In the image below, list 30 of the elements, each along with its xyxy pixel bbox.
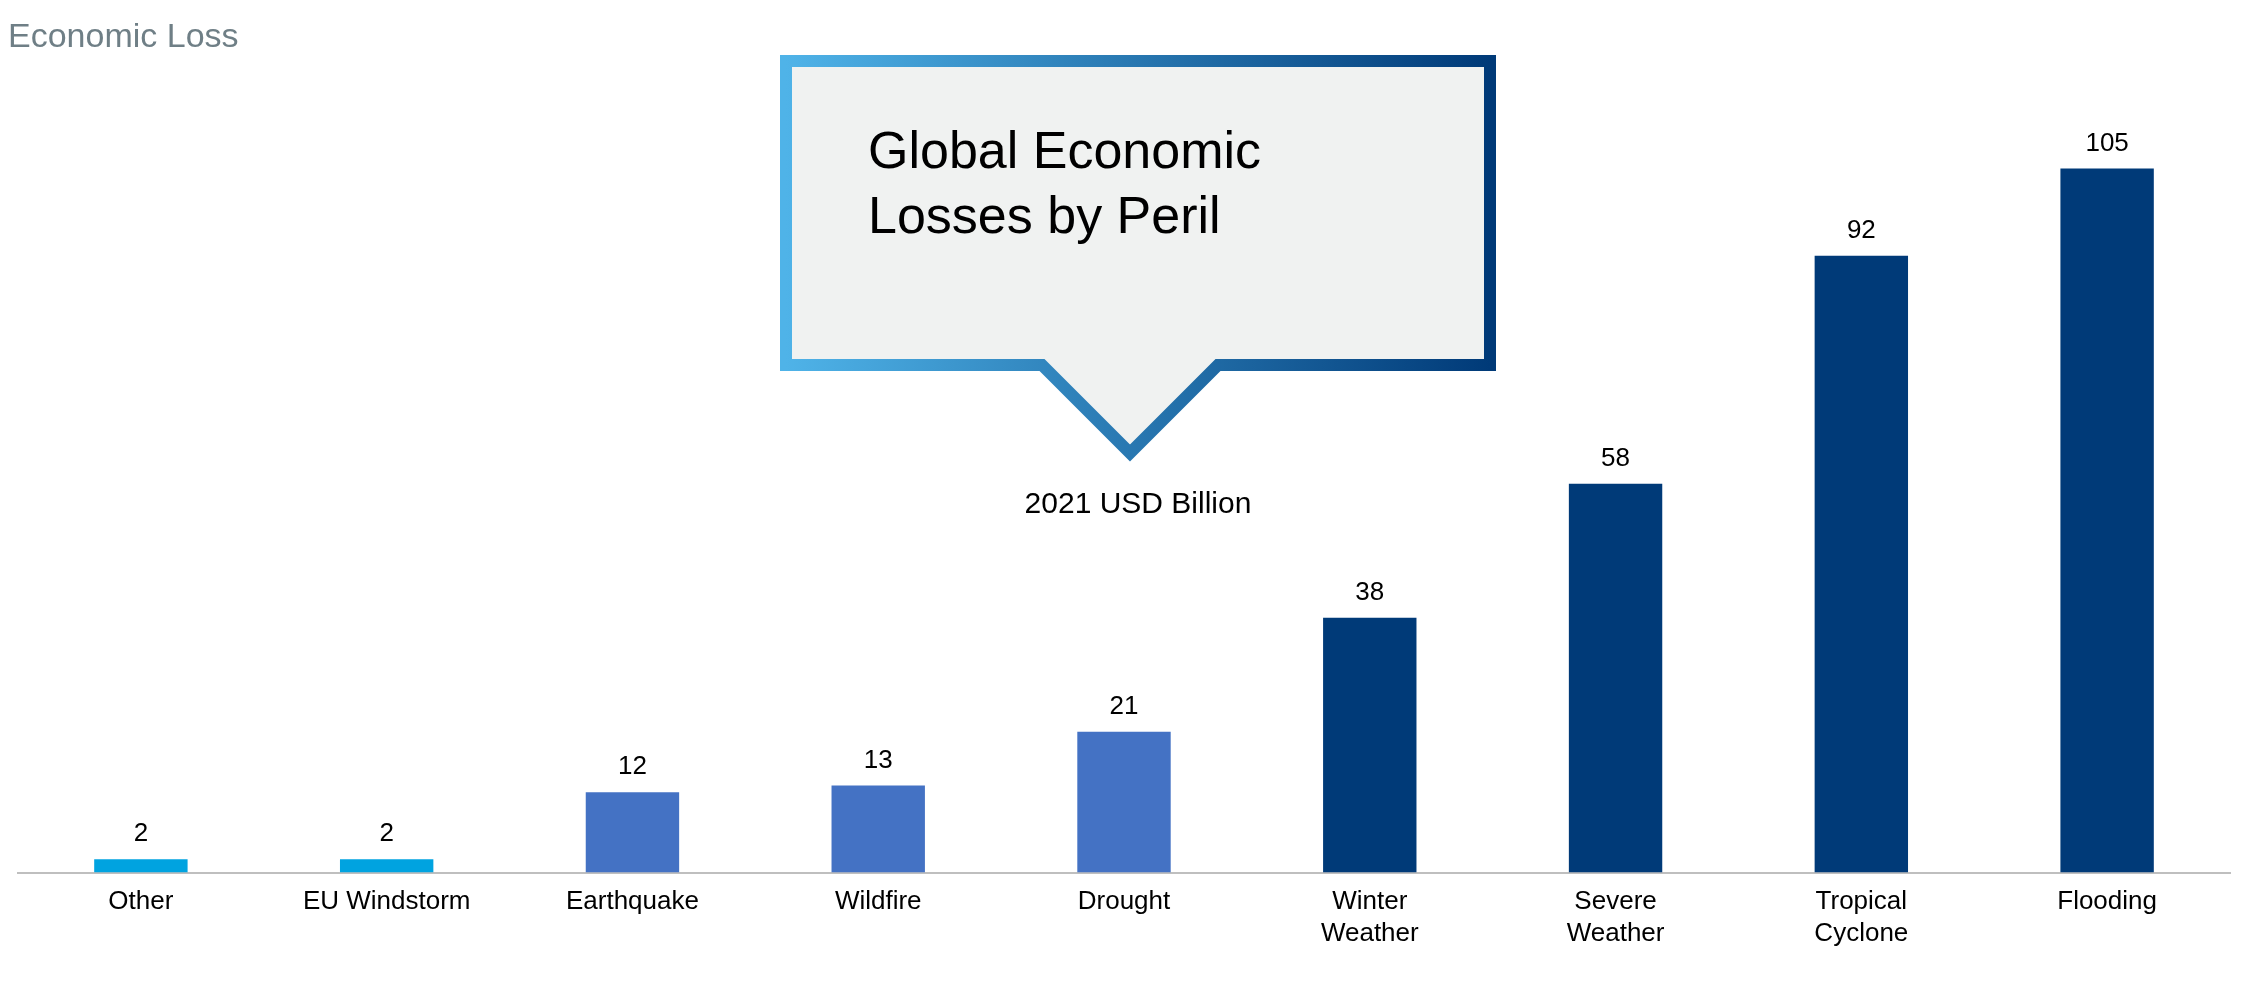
bar [339,859,434,873]
x-tick-label: Tropical Cyclone [1814,885,1909,947]
data-label: 2 [133,817,149,848]
x-tick-label: Winter Weather [1320,885,1420,947]
data-label: 13 [863,743,893,774]
bar [831,785,925,873]
chart-title: Global Economic Losses by Peril [868,120,1263,246]
x-tick-label: Wildfire [834,885,922,916]
data-label: 12 [617,750,647,781]
bar [585,792,680,873]
data-label: 38 [1355,575,1385,606]
text: 2021 USD Billion [1023,486,1253,520]
bar [2060,168,2154,873]
data-label: 105 [2085,126,2129,157]
x-tick-label: Earthquake [565,885,699,916]
bar [1568,483,1663,873]
bar [1814,255,1909,873]
data-label: 58 [1601,441,1631,472]
x-tick-label: Flooding [2057,885,2157,916]
data-label: 2 [379,817,394,848]
bar [1323,617,1417,873]
bar [1077,731,1171,873]
data-label: 21 [1109,689,1139,720]
x-tick-label: Drought [1077,885,1172,916]
x-tick-label: Other [108,885,174,916]
bar [94,859,188,873]
data-label: 92 [1846,213,1876,244]
y-axis-title: Economic Loss [8,16,239,55]
x-tick-label: Severe Weather [1566,885,1665,947]
x-tick-label: EU Windstorm [302,885,471,916]
